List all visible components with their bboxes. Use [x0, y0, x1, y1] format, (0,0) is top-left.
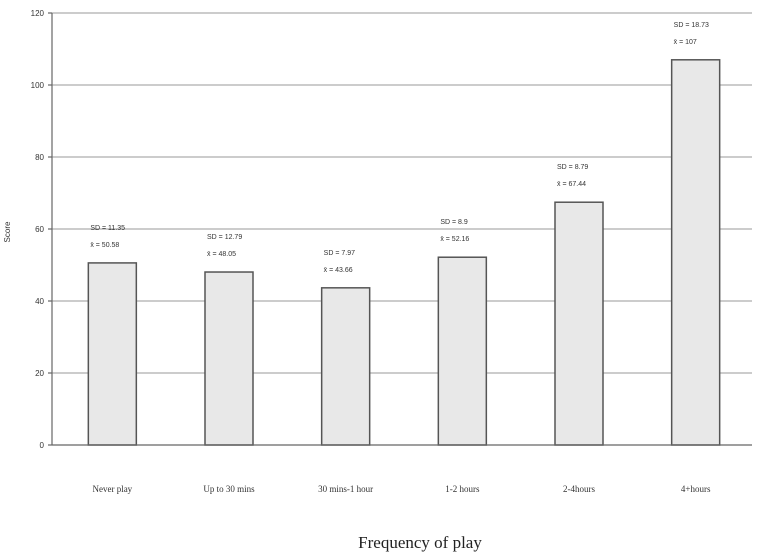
data-labels: x̄ = 50.58 SD = 11.35 x̄ = 48.05 SD = 12.79…: [90, 22, 709, 274]
mean-label: x̄ = 52.16: [440, 236, 469, 243]
x-axis-label: Frequency of play: [358, 533, 482, 552]
mean-label: x̄ = 48.05: [207, 251, 236, 258]
category-label: Never play: [92, 484, 132, 494]
y-tick-label: 40: [35, 297, 44, 306]
y-tick-label: 0: [40, 441, 45, 450]
bar: [670, 59, 721, 446]
y-tick-label: 100: [31, 81, 45, 90]
mean-label: x̄ = 107: [674, 39, 697, 46]
bar: [204, 271, 254, 446]
bar: [437, 256, 488, 446]
mean-label: x̄ = 67.44: [557, 181, 586, 188]
bars: [87, 59, 721, 446]
category-label: 1-2 hours: [445, 484, 480, 494]
y-tick-label: 120: [31, 9, 45, 18]
gridlines: [48, 12, 752, 446]
category-label: 2-4hours: [563, 484, 595, 494]
sd-label: SD = 7.97: [324, 250, 355, 257]
mean-label: x̄ = 43.66: [324, 267, 353, 274]
sd-label: SD = 8.9: [440, 219, 468, 226]
sd-label: SD = 18.73: [674, 22, 709, 29]
category-label: 4+hours: [681, 484, 711, 494]
bar: [320, 287, 371, 446]
category-label: 30 mins-1 hour: [318, 484, 373, 494]
sd-label: SD = 11.35: [90, 225, 125, 232]
mean-label: x̄ = 50.58: [90, 242, 119, 249]
sd-label: SD = 12.79: [207, 234, 242, 241]
category-labels: Never play Up to 30 mins 30 mins-1 hour 1-2…: [92, 484, 710, 494]
y-tick-labels: 0 20 40 60 80 100 120: [31, 9, 45, 450]
bar: [554, 201, 604, 446]
y-tick-label: 80: [35, 153, 44, 162]
category-label: Up to 30 mins: [203, 484, 255, 494]
y-tick-label: 60: [35, 225, 44, 234]
y-tick-label: 20: [35, 369, 44, 378]
y-axis-label: Score: [3, 221, 12, 242]
bar: [87, 262, 138, 446]
sd-label: SD = 8.79: [557, 164, 588, 171]
